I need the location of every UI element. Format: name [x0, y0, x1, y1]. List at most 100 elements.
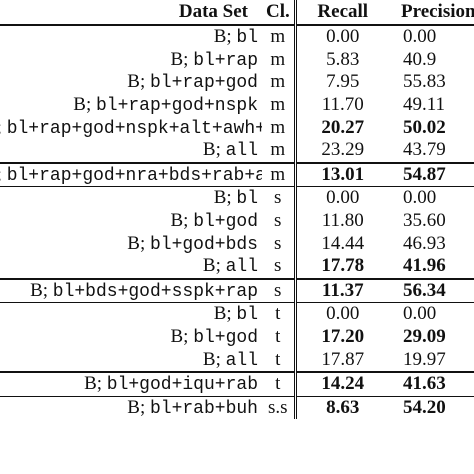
dataset-prefix: B;: [213, 26, 232, 48]
dataset-cell: B; bl: [0, 186, 262, 210]
recall-cell: 23.29: [321, 139, 365, 161]
recall-cell: 5.83: [326, 48, 360, 70]
class-cell: t: [262, 325, 297, 349]
dataset-cell: B; bl+god: [0, 210, 262, 233]
precision-cell: 46.93: [403, 232, 446, 254]
dataset-code: bl+god: [193, 212, 258, 233]
dataset-prefix: B;: [213, 187, 232, 209]
table-row: B; bl+rap+god+nspk m 11.70 49.11: [0, 93, 474, 117]
dataset-cell: B; bl: [0, 25, 262, 49]
dataset-prefix: B;: [127, 396, 146, 418]
header-dataset: Data Set: [0, 0, 262, 26]
dataset-cell: B; bl+rap+god+nspk+alt+awh+nra+lal: [0, 116, 262, 139]
precision-cell: 0.00: [389, 302, 474, 326]
recall-cell: 14.24: [295, 370, 389, 396]
precision-cell: 35.60: [403, 210, 446, 232]
precision-cell: 50.02: [403, 116, 446, 138]
header-precision: Precision: [389, 0, 474, 26]
precision-cell: 55.83: [403, 71, 446, 93]
dataset-code: bl+god+iqu+rab: [106, 375, 258, 396]
dataset-code: all: [225, 141, 258, 162]
class-cell: t: [262, 370, 297, 396]
class-cell: m: [262, 48, 297, 72]
table-row: B; bl+rap m 5.83 40.9: [0, 48, 474, 72]
precision-cell: 54.20: [389, 395, 474, 420]
precision-cell: 56.34: [389, 277, 474, 303]
recall-cell: 0.00: [295, 186, 389, 210]
dataset-cell: B; all: [0, 348, 262, 372]
dataset-code: bl+bds+god+sspk+rap: [52, 281, 258, 302]
table-row: B; bl+rap+god+nspk+alt+awh+nra+lalm 20.27…: [0, 116, 474, 139]
dataset-prefix: B;: [170, 48, 189, 70]
precision-cell: 19.97: [403, 348, 446, 370]
dataset-cell: B; bl+god+iqu+rab: [0, 370, 262, 396]
dataset-cell: B; bl+bds+god+sspk+rap: [0, 277, 262, 303]
table-row: B; all m 23.29 43.79: [0, 138, 474, 163]
recall-cell: 13.01: [295, 161, 389, 187]
class-cell: m: [262, 93, 297, 117]
recall-cell: 8.63: [295, 395, 389, 420]
dataset-code: bl+rap+god+nspk+alt+awh+nra+lal: [6, 118, 262, 139]
dataset-prefix: B;: [170, 326, 189, 348]
dataset-code: bl: [236, 305, 258, 326]
recall-cell: 11.70: [321, 94, 364, 116]
dataset-code: bl+rab+buh: [149, 398, 258, 419]
dataset-prefix: B;: [0, 165, 2, 185]
dataset-code: bl+rap: [193, 50, 258, 71]
precision-cell: 43.79: [403, 139, 446, 161]
table-row: B; bl+god s 11.80 35.60: [0, 209, 474, 233]
header-row: Data Set Cl. Recall Precision: [0, 0, 474, 26]
recall-cell: 17.20: [321, 326, 365, 348]
precision-cell: 41.63: [389, 370, 474, 396]
dataset-cell: B; all: [0, 139, 262, 163]
dataset-code: bl+rap+god+nspk: [95, 96, 258, 117]
dataset-prefix: B;: [73, 94, 92, 116]
class-cell: m: [262, 138, 297, 163]
dataset-code: bl+god+bds: [149, 234, 258, 255]
class-cell: m: [262, 161, 297, 187]
dataset-code: bl: [236, 189, 258, 210]
dataset-cell: B; bl+god: [0, 326, 262, 349]
table-row: B; bl t 0.00 0.00: [0, 302, 474, 326]
recall-cell: 0.00: [326, 26, 360, 48]
header-class: Cl.: [262, 0, 297, 26]
precision-cell: 29.09: [403, 326, 446, 348]
class-cell: s: [262, 254, 297, 279]
dataset-prefix: B;: [127, 71, 146, 93]
class-cell: s: [262, 277, 297, 303]
table-row: B; bl+bds+god+sspk+rap s 11.37 56.34: [0, 277, 474, 303]
table-row: B; bl s 0.00 0.00: [0, 186, 474, 210]
dataset-prefix: B;: [30, 279, 49, 301]
dataset-prefix: B;: [202, 255, 221, 277]
class-cell: t: [262, 302, 297, 326]
recall-cell: 0.00: [295, 302, 389, 326]
dataset-cell: B; bl: [0, 302, 262, 326]
class-cell: s: [262, 232, 297, 255]
recall-cell: 17.78: [321, 255, 365, 277]
class-cell: s: [262, 209, 297, 233]
class-cell: t: [262, 348, 297, 372]
table-row: B; all t 17.87 19.97: [0, 348, 474, 372]
recall-cell: 20.27: [321, 116, 365, 138]
dataset-code: all: [225, 350, 258, 371]
table-row: B; bl+god+iqu+rab t 14.24 41.63: [0, 370, 474, 396]
class-cell: m: [262, 116, 297, 139]
table-row: B; bl m 0.00 0.00: [0, 25, 474, 49]
table-row: B; bl+god+bds s 14.44 46.93: [0, 232, 474, 255]
recall-cell: 11.80: [321, 210, 364, 232]
dataset-prefix: B;: [127, 232, 146, 254]
dataset-cell: B; bl+god+bds: [0, 232, 262, 255]
dataset-cell: B; bl+rab+buh: [0, 395, 262, 420]
dataset-prefix: B;: [202, 348, 221, 370]
dataset-cell: B; all: [0, 255, 262, 279]
table-row: B; all s 17.78 41.96: [0, 254, 474, 279]
table-row: B; bl+rab+buh s.s 8.63 54.20: [0, 395, 474, 420]
dataset-cell: B; bl+rap+god+nra+bds+rab+awh: [0, 161, 262, 187]
class-cell: m: [262, 71, 297, 94]
dataset-prefix: B;: [84, 373, 103, 395]
dataset-prefix: B;: [202, 139, 221, 161]
dataset-code: all: [225, 257, 258, 278]
class-cell: m: [262, 25, 297, 49]
